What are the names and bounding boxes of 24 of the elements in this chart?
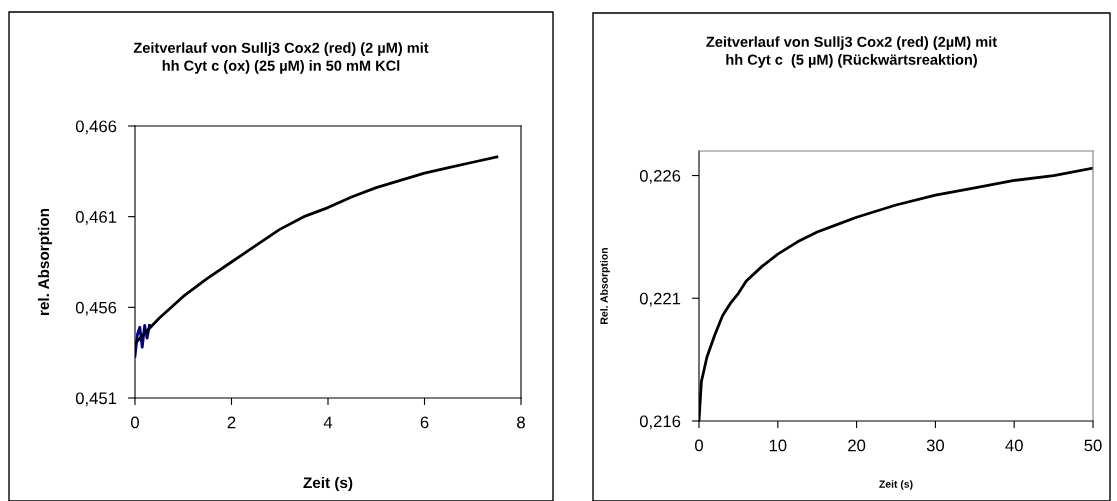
x-tick-label: 2 — [227, 416, 236, 429]
x-tick-label: 8 — [517, 416, 525, 429]
x-tick-label: 40 — [1005, 439, 1023, 452]
x-tick-label: 30 — [926, 439, 945, 452]
y-tick-label: 0,226 — [639, 169, 681, 184]
y-tick-label: 0,451 — [75, 392, 117, 407]
y-tick-label: 0,461 — [75, 211, 117, 225]
chart-title: Zeitverlauf von Sullj3 Cox2 (red) (2 µM) mit hh Cyt c (ox) (25 µM) in 50 mM KCl — [133, 42, 429, 74]
x-tick-label: 4 — [323, 416, 333, 429]
x-tick-label: 20 — [848, 439, 866, 452]
x-tick-label: 10 — [769, 439, 787, 452]
y-axis-title: Rel. Absorption — [600, 248, 610, 324]
y-tick-label: 0,456 — [75, 301, 117, 316]
y-axis-title: rel. Absorption — [37, 208, 53, 316]
x-tick-label: 0 — [131, 416, 139, 429]
x-axis-title: Zeit (s) — [303, 476, 353, 492]
y-tick-label: 0,466 — [75, 120, 117, 135]
y-tick-label: 0,216 — [639, 415, 681, 430]
x-tick-label: 0 — [695, 439, 703, 452]
x-axis-title: Zeit (s) — [879, 480, 913, 490]
x-tick-label: 50 — [1084, 439, 1102, 452]
x-tick-label: 6 — [420, 416, 429, 429]
y-tick-label: 0,221 — [639, 292, 681, 307]
chart-title: Zeitverlauf von Sullj3 Cox2 (red) (2µM) mit hh Cyt c (5 µM) (Rückwärtsreaktion) — [706, 36, 997, 68]
